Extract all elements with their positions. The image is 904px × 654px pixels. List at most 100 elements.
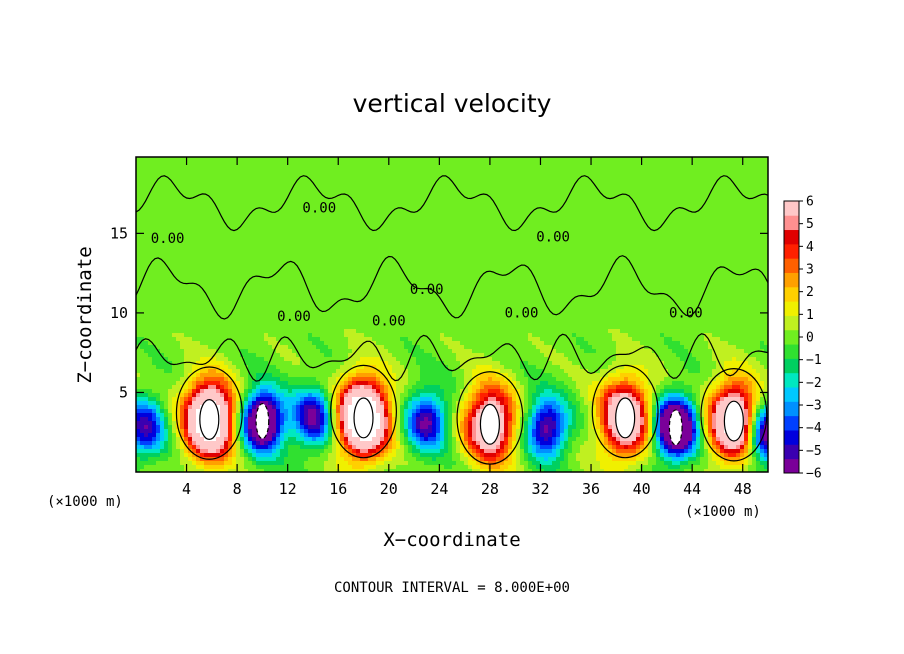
heat-cell: [244, 169, 249, 174]
heat-cell: [688, 225, 693, 230]
heat-cell: [464, 209, 469, 214]
heat-cell: [416, 281, 421, 286]
heat-cell: [744, 201, 749, 206]
heat-cell: [388, 281, 393, 286]
heat-cell: [476, 261, 481, 266]
heat-cell: [476, 189, 481, 194]
heat-cell: [416, 157, 421, 162]
heat-cell: [280, 277, 285, 282]
heat-cell: [156, 221, 161, 226]
heat-cell: [236, 269, 241, 274]
heat-cell: [520, 265, 525, 270]
heat-cell: [160, 185, 165, 190]
heat-cell: [272, 173, 277, 178]
heat-cell: [440, 213, 445, 218]
heat-cell: [176, 265, 181, 270]
heat-cell: [148, 229, 153, 234]
heat-cell: [476, 161, 481, 166]
heat-cell: [268, 169, 273, 174]
heat-cell: [216, 269, 221, 274]
heat-cell: [160, 257, 165, 262]
heat-cell: [616, 169, 621, 174]
heat-cell: [308, 173, 313, 178]
heat-cell: [524, 193, 529, 198]
heat-cell: [556, 221, 561, 226]
heat-cell: [216, 245, 221, 250]
heat-cell: [332, 157, 337, 162]
heat-cell: [304, 249, 309, 254]
heat-cell: [600, 241, 605, 246]
heat-cell: [184, 197, 189, 202]
heat-cell: [296, 169, 301, 174]
heat-cell: [600, 217, 605, 222]
heat-cell: [592, 165, 597, 170]
heat-cell: [748, 241, 753, 246]
heat-cell: [704, 205, 709, 210]
heat-cell: [280, 185, 285, 190]
heat-cell: [424, 249, 429, 254]
heat-cell: [536, 205, 541, 210]
heat-cell: [200, 185, 205, 190]
heat-cell: [452, 249, 457, 254]
heat-cell: [392, 217, 397, 222]
heat-cell: [192, 253, 197, 258]
heat-cell: [436, 225, 441, 230]
heat-cell: [216, 193, 221, 198]
heat-cell: [184, 241, 189, 246]
heat-cell: [252, 221, 257, 226]
heat-cell: [612, 245, 617, 250]
heat-cell: [328, 229, 333, 234]
heat-cell: [360, 177, 365, 182]
heat-cell: [744, 265, 749, 270]
heat-cell: [672, 165, 677, 170]
heat-cell: [452, 193, 457, 198]
heat-cell: [168, 181, 173, 186]
heat-cell: [380, 157, 385, 162]
heat-cell: [576, 269, 581, 274]
heat-cell: [372, 241, 377, 246]
heat-cell: [248, 169, 253, 174]
heat-cell: [488, 213, 493, 218]
heat-cell: [728, 253, 733, 258]
heat-cell: [208, 221, 213, 226]
heat-cell: [412, 221, 417, 226]
heat-cell: [228, 157, 233, 162]
heat-cell: [660, 205, 665, 210]
heat-cell: [328, 217, 333, 222]
heat-cell: [252, 209, 257, 214]
heat-cell: [616, 189, 621, 194]
heat-cell: [536, 229, 541, 234]
heat-cell: [156, 229, 161, 234]
heat-cell: [656, 273, 661, 278]
heat-cell: [732, 169, 737, 174]
heat-cell: [480, 185, 485, 190]
heat-cell: [512, 205, 517, 210]
heat-cell: [688, 217, 693, 222]
heat-cell: [228, 217, 233, 222]
heat-cell: [412, 229, 417, 234]
heat-cell: [260, 221, 265, 226]
heat-cell: [540, 241, 545, 246]
heat-cell: [300, 225, 305, 230]
heat-cell: [672, 209, 677, 214]
heat-cell: [764, 213, 768, 218]
heat-cell: [720, 245, 725, 250]
heat-cell: [688, 213, 693, 218]
heat-cell: [276, 221, 281, 226]
heat-cell: [636, 273, 641, 278]
heat-cell: [196, 229, 201, 234]
heat-cell: [532, 165, 537, 170]
heat-cell: [388, 269, 393, 274]
heat-cell: [324, 193, 329, 198]
heat-cell: [764, 205, 768, 210]
heat-cell: [632, 213, 637, 218]
heat-cell: [228, 241, 233, 246]
heat-cell: [764, 177, 768, 182]
heat-cell: [508, 237, 513, 242]
heat-cell: [400, 189, 405, 194]
heat-cell: [384, 209, 389, 214]
heat-cell: [192, 237, 197, 242]
heat-cell: [708, 161, 713, 166]
heat-cell: [568, 173, 573, 178]
heat-cell: [572, 209, 577, 214]
